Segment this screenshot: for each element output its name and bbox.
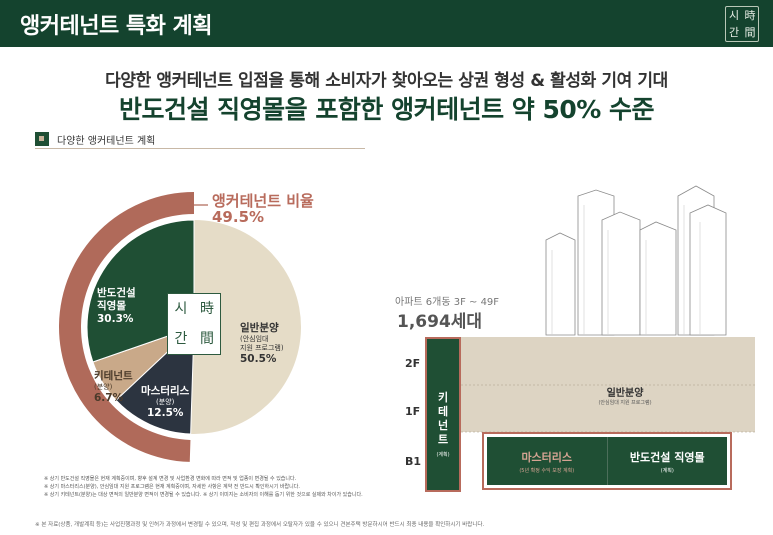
donut-segment-general — [190, 220, 302, 434]
chart-notes: ※ 상기 반도건설 직영몰은 현재 계획중이며, 향후 설계 변경 및 사업환경… — [44, 476, 363, 498]
tower-4 — [639, 221, 677, 336]
header-bar: 앵커테넌트 특화 계획 시 時 간 間 — [0, 0, 773, 47]
tower-3 — [601, 211, 641, 336]
headline: 반도건설 직영몰을 포함한 앵커테넌트 약 50% 수준 — [118, 95, 655, 124]
floor-label-1f: 1F — [405, 405, 421, 418]
footer-disclaimer: ※ 본 자료(상품, 개발계획 등)는 사업진행과정 및 인허가 과정에서 변경… — [35, 522, 485, 528]
section-heading: 다양한 앵커테넌트 계획 — [35, 131, 155, 147]
section-divider — [35, 148, 365, 149]
segment-label-kitenant: 키테넌트 (분양) 6.7% — [94, 370, 133, 404]
anchor-ratio-value: 49.5% — [212, 208, 265, 226]
segment-label-masterlease: 마스터리스 (분양) 12.5% — [141, 385, 190, 419]
household-count: 1,694세대 — [397, 312, 483, 332]
directmall-cell: 반도건설 직영몰 (계획) — [606, 437, 728, 485]
brand-logo: 시 時 간 間 — [725, 6, 759, 42]
floor-label-b1: B1 — [405, 455, 422, 468]
masterlease-cell: 마스터리스 (5년 확정 수익 보장 계획) — [519, 450, 575, 474]
general-sale-label: 일반분양 (안심임대 지원 프로그램) — [598, 388, 652, 406]
center-brand-logo: 시 時 간 間 — [167, 293, 221, 355]
tower-1 — [545, 232, 576, 336]
floor-label-2f: 2F — [405, 357, 421, 370]
kitenant-column: 키 테 넌 트 (계획) — [425, 337, 461, 492]
tower-6 — [689, 204, 727, 336]
basement-anchor-box: 마스터리스 (5년 확정 수익 보장 계획) 반도건설 직영몰 (계획) — [482, 432, 732, 490]
ratio-leader-line — [181, 204, 208, 214]
subtitle: 다양한 앵커테넌트 입점을 통해 소비자가 찾아오는 상권 형성 & 활성화 기… — [105, 71, 668, 91]
podium-band — [425, 337, 755, 432]
anchor-ratio-ring — [59, 192, 195, 462]
segment-label-directmall: 반도건설 직영몰 30.3% — [97, 287, 136, 325]
section-marker-icon — [35, 132, 49, 146]
page-title: 앵커테넌트 특화 계획 — [20, 14, 212, 39]
section-heading-text: 다양한 앵커테넌트 계획 — [57, 135, 156, 147]
segment-label-general: 일반분양 (안심임대 지원 프로그램) 50.5% — [240, 322, 284, 365]
apartment-info: 아파트 6개동 3F ~ 49F — [395, 297, 500, 308]
anchor-ratio-title: 앵커테넌트 비율 — [212, 192, 314, 210]
